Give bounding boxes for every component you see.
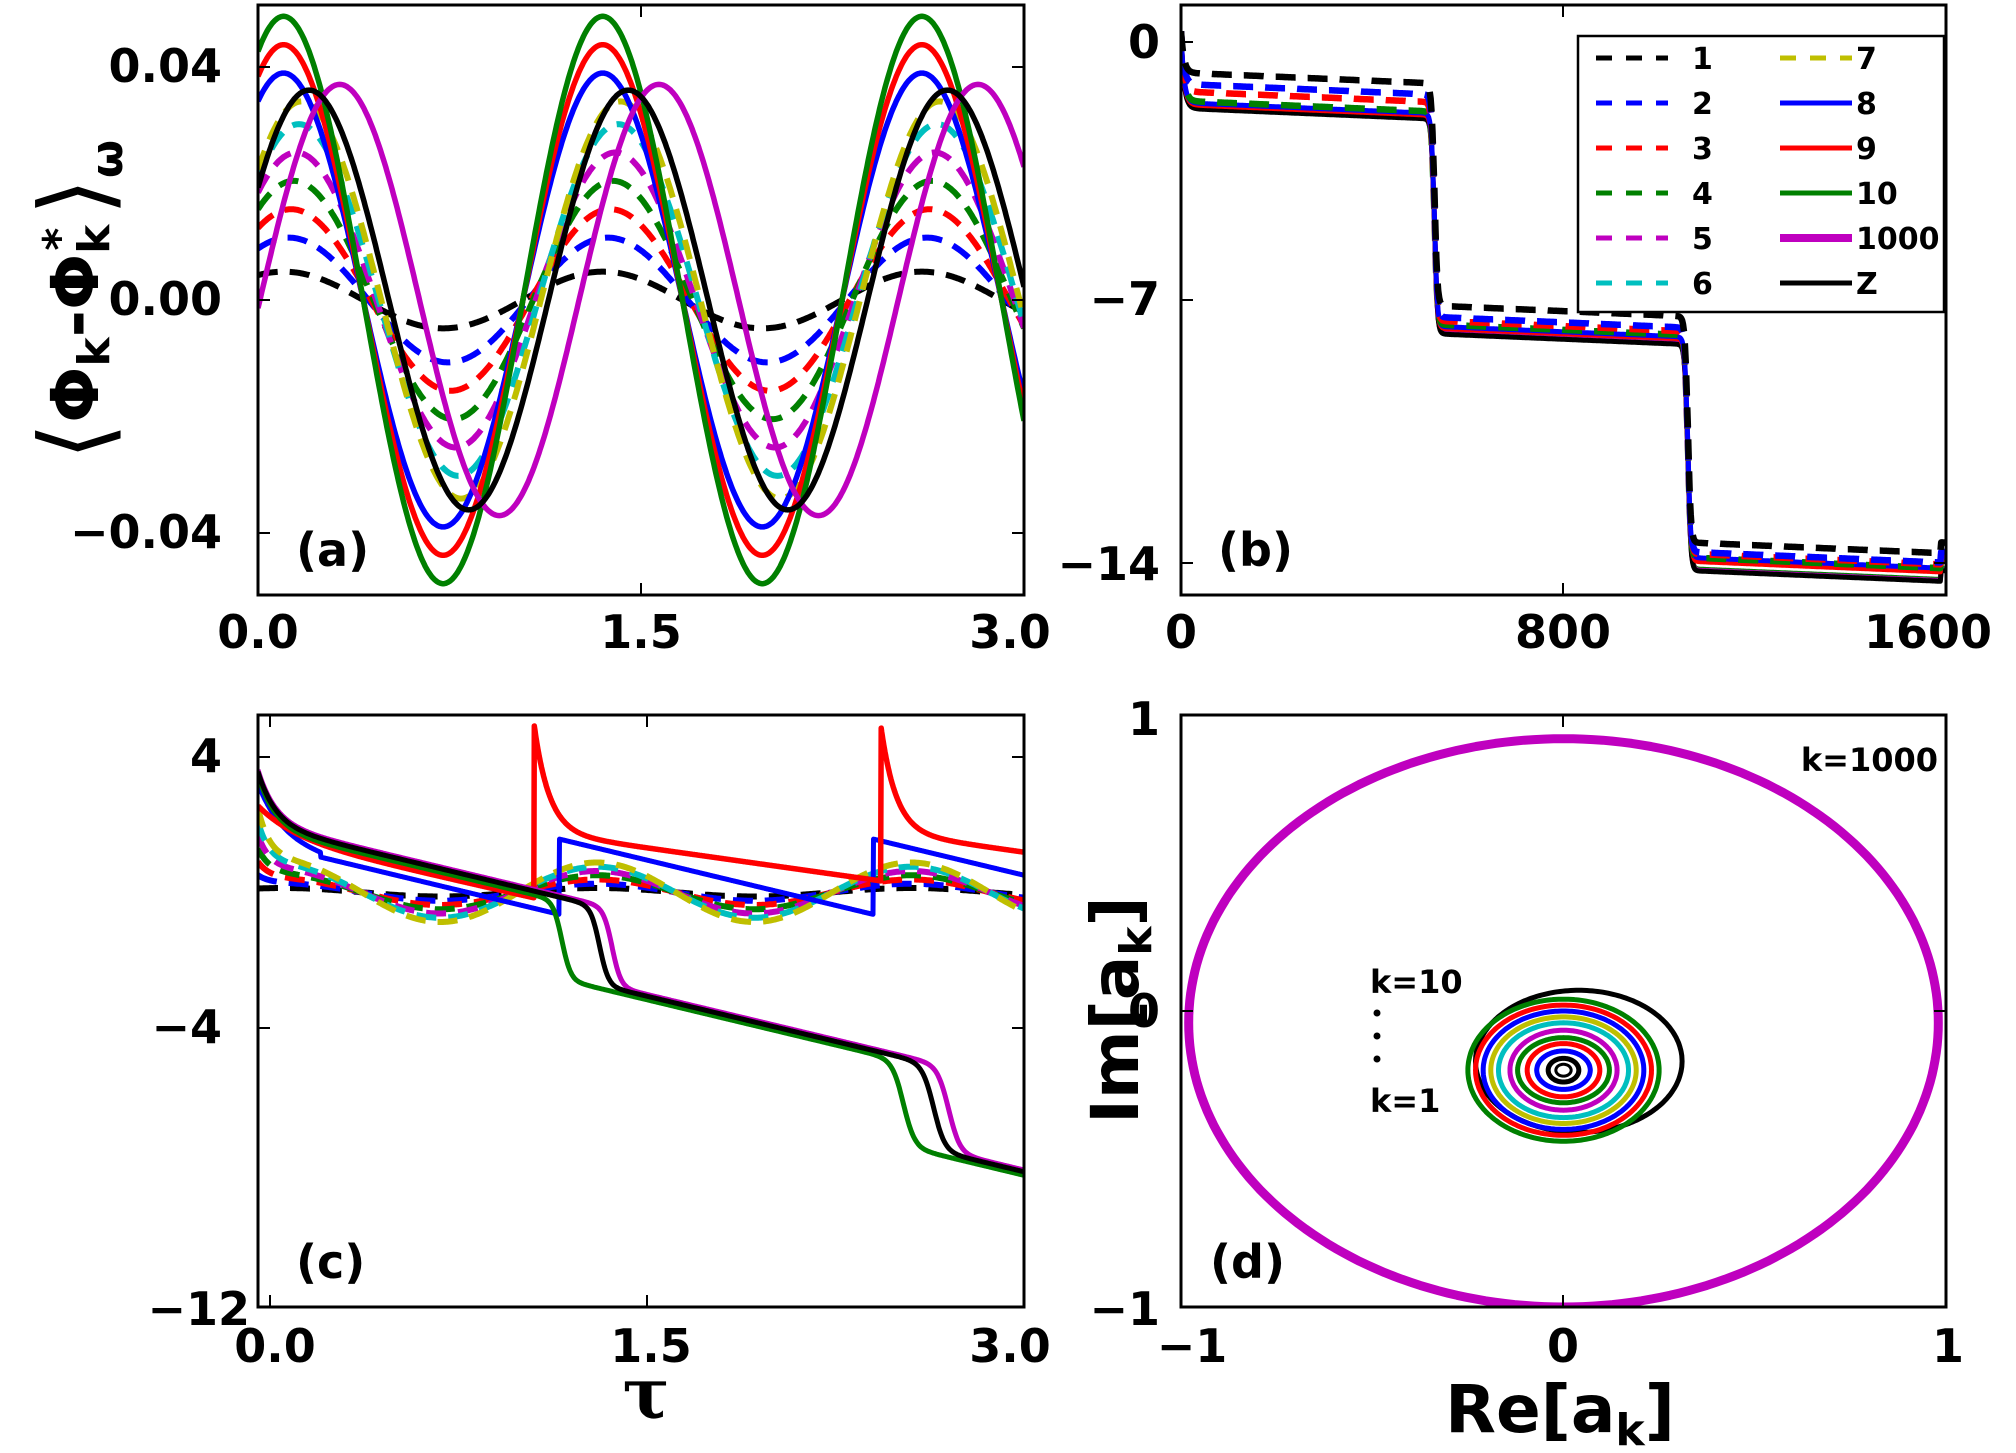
tick-d-x-2: 1 — [1932, 1319, 1964, 1373]
x-axis-label-tau: τ — [622, 1352, 669, 1435]
legend-label-k3: 3 — [1692, 132, 1713, 167]
x-axis-label-re: Re[ak] — [1445, 1371, 1675, 1453]
y-axis-label-a-bracket-left: ⟨ — [19, 423, 131, 460]
y-axis-label-a-phi2: Φ — [37, 254, 114, 310]
y-axis-label-im-end: ] — [1077, 896, 1154, 926]
panel-label-d: (d) — [1210, 1235, 1285, 1289]
x-axis-label-re-end: ] — [1645, 1371, 1675, 1448]
tick-a-x-2: 3.0 — [969, 605, 1051, 659]
y-axis-label-im-sub: k — [1111, 925, 1162, 956]
legend: 1 2 3 4 5 6 7 8 9 10 1000 Z — [1578, 36, 1944, 312]
panel-c-frame — [258, 715, 1024, 1307]
panel-label-b: (b) — [1218, 523, 1293, 577]
tick-d-y-0: 1 — [1128, 692, 1160, 746]
tick-b-y-1: −7 — [1089, 272, 1160, 326]
annotation-k1000: k=1000 — [1801, 741, 1938, 779]
curve-a-k4 — [258, 181, 1024, 419]
y-axis-label-im-main: Im[a — [1077, 956, 1154, 1124]
legend-label-k4: 4 — [1692, 177, 1713, 212]
tick-b-y-0: 0 — [1128, 15, 1160, 69]
y-axis-label-im: Im[ak] — [1077, 896, 1162, 1123]
legend-label-k6: 6 — [1692, 267, 1713, 302]
curve-d-center — [1556, 1064, 1571, 1076]
tick-a-x-0: 0.0 — [217, 605, 299, 659]
annotation-dot-2 — [1374, 1033, 1381, 1040]
svg-text:Im[ak]: Im[ak] — [1077, 896, 1162, 1123]
y-axis-label-a-omega: ω — [82, 140, 133, 178]
curve-d-k7 — [1491, 1017, 1636, 1124]
tick-c-x-0: 0.0 — [234, 1319, 316, 1373]
annotation-dots — [1374, 1010, 1381, 1063]
legend-label-k2: 2 — [1692, 87, 1713, 122]
tick-b-x-0: 0 — [1165, 605, 1197, 659]
annotation-k1: k=1 — [1370, 1082, 1440, 1120]
y-axis-label-a-phi1: Φ — [37, 367, 114, 423]
tick-a-x-1: 1.5 — [600, 605, 682, 659]
legend-label-k7: 7 — [1856, 42, 1877, 77]
tick-b-x-2: 1600 — [1864, 605, 1992, 659]
tick-d-x-1: 0 — [1547, 1319, 1579, 1373]
legend-box — [1578, 36, 1944, 312]
panel-d-curves — [1189, 739, 1939, 1307]
curve-c-k10 — [258, 775, 1024, 1175]
tick-c-y-0: 4 — [190, 729, 222, 783]
tick-c-y-1: −4 — [151, 1000, 222, 1054]
y-axis-label-a-bracket-right: ⟩ — [19, 178, 131, 215]
legend-label-k1000: 1000 — [1856, 222, 1940, 257]
legend-label-k8: 8 — [1856, 87, 1877, 122]
tick-d-x-0: −1 — [1157, 1319, 1228, 1373]
y-axis-label-a-minus: - — [37, 310, 114, 337]
panel-a-curves — [258, 16, 1024, 583]
x-axis-label-re-main: Re[a — [1445, 1371, 1615, 1448]
annotation-dot-1 — [1374, 1010, 1381, 1017]
curve-c-k1000 — [258, 770, 1024, 1170]
panel-label-c: (c) — [296, 1235, 365, 1289]
legend-label-k5: 5 — [1692, 222, 1713, 257]
tick-b-y-2: −14 — [1057, 537, 1160, 591]
tick-a-y-1: 0.00 — [109, 272, 223, 326]
y-axis-label-a-k1: k — [69, 336, 120, 367]
legend-label-k10: 10 — [1856, 177, 1898, 212]
tick-b-x-1: 800 — [1515, 605, 1611, 659]
y-axis-label-a-star: * — [34, 228, 85, 251]
tick-d-y-2: −1 — [1089, 1282, 1160, 1336]
tick-a-y-0: 0.04 — [109, 39, 223, 93]
annotation-dot-3 — [1374, 1056, 1381, 1063]
legend-label-k9: 9 — [1856, 132, 1877, 167]
tick-c-x-2: 3.0 — [969, 1319, 1051, 1373]
annotation-k10: k=10 — [1370, 963, 1463, 1001]
curve-d-k1 — [1548, 1058, 1579, 1082]
curve-d-k4 — [1518, 1038, 1610, 1103]
x-axis-label-re-sub: k — [1615, 1405, 1646, 1453]
panel-c-curves — [258, 726, 1024, 1175]
legend-label-k1: 1 — [1692, 42, 1713, 77]
legend-label-kZ: Z — [1856, 267, 1878, 302]
curve-c-kZ — [258, 772, 1024, 1172]
tick-a-y-2: −0.04 — [70, 505, 222, 559]
panel-label-a: (a) — [296, 523, 369, 577]
